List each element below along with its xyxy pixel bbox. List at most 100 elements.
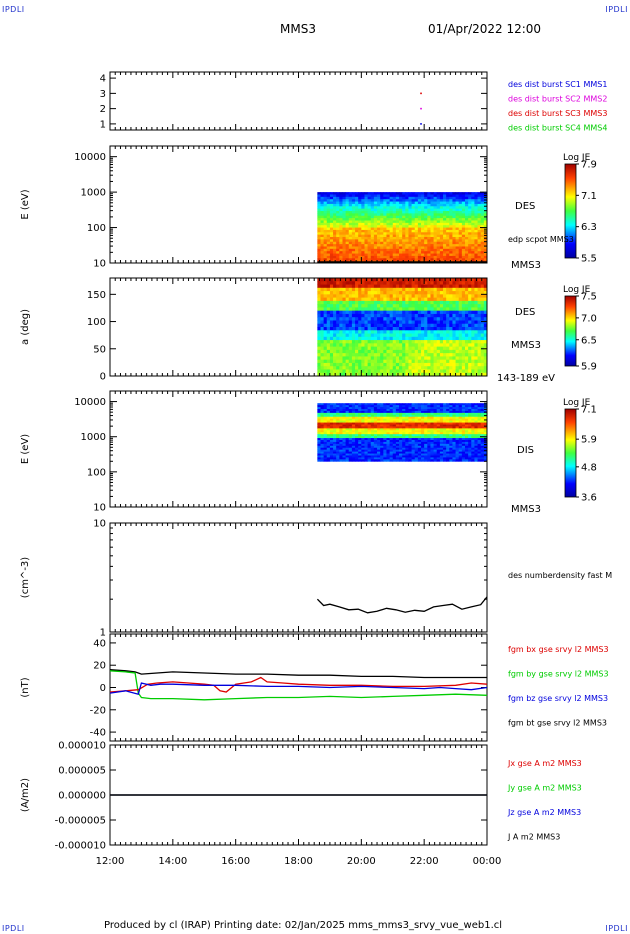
cur-ytick-4: -0.000010 xyxy=(55,841,106,852)
dis-e-label: DIS xyxy=(517,445,534,456)
burst-ytick-3: 4 xyxy=(100,74,106,85)
dis-e-colorbar-tick-1: 5.9 xyxy=(581,435,597,446)
fgm-legend-2: fgm bz gse srvy l2 MMS3 xyxy=(508,694,608,703)
cur-ytick-2: 0.000000 xyxy=(58,791,106,802)
fgm-ytick-2: 0 xyxy=(100,683,106,694)
time-tick-label-3: 18:00 xyxy=(284,856,313,867)
time-tick-label-6: 00:00 xyxy=(473,856,502,867)
time-ticks-5 xyxy=(109,634,488,741)
burst-point-0 xyxy=(420,92,422,95)
dis-e-colorbar-tick-3: 3.6 xyxy=(581,493,597,504)
dis-e-bottom-label: MMS3 xyxy=(511,504,541,515)
dens-ytick-marks xyxy=(110,522,487,633)
des-e-colorbar-tick-2: 6.3 xyxy=(581,222,597,233)
time-tick-label-4: 20:00 xyxy=(347,856,376,867)
des-e-label: DES xyxy=(515,201,535,212)
cur-legend-2: Jz gse A m2 MMS3 xyxy=(507,808,581,817)
corner-mark-bottom-right: IPDLI xyxy=(605,924,628,933)
panel-frame-4 xyxy=(109,522,488,633)
des-e-colorbar-title: Log JE xyxy=(563,153,591,163)
dis-e-colorbar-tick-2: 4.8 xyxy=(581,462,597,473)
spacecraft-title: MMS3 xyxy=(280,22,316,36)
des-pa-colorbar-tick-0: 7.5 xyxy=(581,292,597,303)
des-e-colorbar-tick-1: 7.1 xyxy=(581,191,597,202)
des-pa-colorbar-tick-3: 5.9 xyxy=(581,362,597,373)
dens-ytick-1: 10 xyxy=(93,519,106,530)
time-tick-label-5: 22:00 xyxy=(410,856,439,867)
dis-e-colorbar-tick-0: 7.1 xyxy=(581,405,597,416)
time-ticks-0 xyxy=(109,72,488,130)
cur-ytick-3: -0.000005 xyxy=(55,816,106,827)
datetime-title: 01/Apr/2022 12:00 xyxy=(428,22,542,36)
footer-credit: Produced by cl (IRAP) Printing date: 02/… xyxy=(104,920,503,931)
des-e-ytick-2: 1000 xyxy=(81,188,106,199)
dis-e-ytick-1: 100 xyxy=(87,467,106,478)
des-pa-spectrogram xyxy=(317,278,488,377)
corner-mark-bottom-left: IPDLI xyxy=(2,924,25,933)
des-pa-label: DES xyxy=(515,307,535,318)
burst-point-1 xyxy=(420,107,422,110)
des-pa-colorbar-bar xyxy=(564,295,577,367)
des-pa-ytick-3: 150 xyxy=(87,290,106,301)
time-ticks-6 xyxy=(109,745,488,845)
fgm-legend-0: fgm bx gse srvy l2 MMS3 xyxy=(508,645,609,654)
dis-e-ytick-marks xyxy=(110,401,487,508)
burst-legend-2: des dist burst SC3 MMS3 xyxy=(508,109,607,118)
dis-e-ylabel: E (eV) xyxy=(20,434,31,464)
burst-point-2 xyxy=(420,123,422,125)
dis-e-ytick-3: 10000 xyxy=(74,397,106,408)
time-tick-label-0: 12:00 xyxy=(96,856,125,867)
panel-frame-0 xyxy=(109,71,488,131)
des-pa-bottom-label: 143-189 eV xyxy=(497,373,555,384)
des-e-ytick-1: 100 xyxy=(87,223,106,234)
des-e-overlay-label: edp scpot MMS3 xyxy=(508,235,574,244)
des-pa-ytick-marks xyxy=(110,293,487,377)
dis-e-spectrogram xyxy=(317,403,488,462)
des-pa-ytick-2: 100 xyxy=(87,317,106,328)
dis-e-ytick-2: 1000 xyxy=(81,432,106,443)
des-pa-colorbar-tick-2: 6.5 xyxy=(581,335,597,346)
dens-ylabel: (cm^-3) xyxy=(20,557,31,598)
cur-legend-3: J A m2 MMS3 xyxy=(507,833,560,842)
cur-ytick-0: 0.000010 xyxy=(58,741,106,752)
des-e-ytick-marks xyxy=(110,156,487,264)
des-e-ytick-0: 10 xyxy=(93,259,106,270)
corner-mark-top-left: IPDLI xyxy=(2,5,25,14)
burst-ytick-marks xyxy=(110,77,487,125)
fgm-ytick-3: 20 xyxy=(93,661,106,672)
time-ticks-4 xyxy=(109,523,488,632)
burst-legend-0: des dist burst SC1 MMS1 xyxy=(508,80,607,89)
burst-ytick-2: 3 xyxy=(100,89,106,100)
fgm-legend-1: fgm by gse srvy l2 MMS3 xyxy=(508,670,609,679)
panel-frame-5 xyxy=(109,633,488,742)
des-e-colorbar-bar xyxy=(564,163,577,259)
des-pa-sub-label: MMS3 xyxy=(511,340,541,351)
dens-legend-0: des numberdensity fast M xyxy=(508,571,612,580)
cur-legend-0: Jx gse A m2 MMS3 xyxy=(507,759,582,768)
dis-e-colorbar-title: Log JE xyxy=(563,398,591,408)
cur-legend-1: Jy gse A m2 MMS3 xyxy=(507,784,582,793)
fgm-series-3 xyxy=(109,669,487,679)
dis-e-colorbar-bar xyxy=(564,408,577,498)
des-pa-colorbar-title: Log JE xyxy=(563,285,591,295)
fgm-ytick-1: -20 xyxy=(90,705,106,716)
time-ticks-3 xyxy=(109,391,488,507)
des-e-ytick-3: 10000 xyxy=(74,152,106,163)
burst-legend-1: des dist burst SC2 MMS2 xyxy=(508,95,607,104)
burst-ytick-1: 2 xyxy=(100,104,106,115)
fgm-ytick-marks xyxy=(110,642,487,733)
dis-e-ytick-0: 10 xyxy=(93,503,106,514)
des-e-colorbar-tick-0: 7.9 xyxy=(581,160,597,171)
fgm-series-1 xyxy=(109,670,488,701)
des-e-colorbar-tick-3: 5.5 xyxy=(581,254,597,265)
fgm-ytick-0: -40 xyxy=(90,728,106,739)
fgm-series-0 xyxy=(109,676,488,693)
dens-series-0 xyxy=(316,596,488,614)
des-e-ylabel: E (eV) xyxy=(20,189,31,219)
des-pa-colorbar-tick-1: 7.0 xyxy=(581,313,597,324)
corner-mark-top-right: IPDLI xyxy=(605,5,628,14)
burst-legend-3: des dist burst SC4 MMS4 xyxy=(508,124,607,133)
fgm-ylabel: (nT) xyxy=(20,677,31,697)
fgm-series-2 xyxy=(109,682,488,695)
